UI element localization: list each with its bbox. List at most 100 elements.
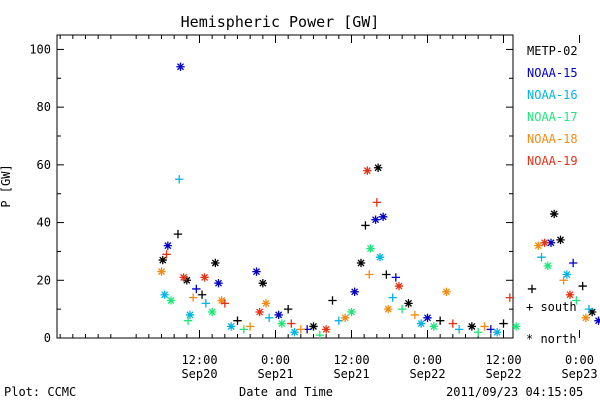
data-point-south	[527, 284, 537, 294]
data-point-north	[549, 209, 559, 219]
data-point-south	[220, 299, 230, 308]
data-point-north	[185, 310, 195, 320]
data-point-south	[287, 319, 296, 328]
x-axis: 12:00Sep200:00Sep2112:00Sep210:00Sep2212…	[59, 35, 598, 381]
data-point-north	[258, 278, 268, 288]
data-point-north	[534, 241, 543, 250]
data-point-south	[572, 296, 581, 305]
plot-timestamp: 2011/09/23 04:15:05	[446, 385, 583, 399]
y-tick-label: 100	[29, 42, 51, 56]
data-point-south	[410, 310, 420, 320]
data-point-south	[537, 253, 546, 262]
data-point-south	[173, 229, 183, 239]
data-point-north	[366, 244, 375, 253]
legend-entry: NOAA-15	[527, 66, 578, 80]
data-point-north	[207, 307, 217, 317]
data-point-south	[183, 316, 193, 325]
data-point-north	[375, 253, 385, 262]
data-point-north	[594, 316, 600, 325]
data-point-north	[543, 261, 553, 271]
data-point-south	[372, 198, 382, 207]
data-point-north	[321, 325, 331, 334]
x-tick-time-label: 12:00	[485, 353, 521, 367]
data-point-south	[245, 322, 255, 331]
y-tick-label: 80	[37, 100, 51, 114]
data-point-south	[499, 319, 508, 328]
data-point-south	[365, 270, 374, 279]
series-legend: METP-02 NOAA-15 NOAA-16 NOAA-17 NOAA-18 NOAA-…	[527, 44, 578, 168]
plot-credit: Plot: CCMC	[4, 385, 76, 399]
x-tick-date-label: Sep22	[485, 367, 521, 381]
data-point-north	[252, 267, 261, 276]
data-point-south	[505, 293, 515, 302]
data-point-south	[201, 299, 211, 308]
data-point-south	[175, 175, 184, 184]
data-point-north	[442, 287, 451, 297]
data-points	[157, 62, 600, 340]
data-point-north	[200, 273, 209, 282]
x-tick-time-label: 0:00	[413, 353, 442, 367]
data-point-north	[429, 322, 439, 331]
data-point-north	[182, 276, 192, 285]
x-tick-time-label: 0:00	[261, 353, 290, 367]
data-point-south	[162, 250, 171, 259]
data-point-south	[391, 273, 401, 282]
x-axis-label: Date and Time	[239, 385, 333, 399]
y-axis: 0 20 40 60 80 100	[29, 42, 513, 345]
marker-legend-south: + south	[526, 300, 577, 314]
data-point-north	[378, 212, 388, 221]
x-tick-time-label: 0:00	[565, 353, 594, 367]
data-point-north	[356, 258, 366, 268]
data-point-north	[371, 215, 380, 224]
legend-entry: NOAA-19	[527, 154, 578, 168]
data-point-north	[211, 258, 220, 268]
y-tick-label: 60	[37, 158, 51, 172]
data-point-north	[255, 307, 264, 317]
data-point-south	[197, 290, 207, 299]
data-point-north	[581, 313, 591, 322]
data-point-south	[361, 221, 370, 230]
data-point-north	[176, 62, 185, 71]
legend-entry: NOAA-18	[527, 132, 578, 146]
plot-frame	[56, 34, 514, 339]
data-point-north	[160, 290, 169, 299]
data-point-north	[562, 270, 572, 279]
data-point-south	[454, 325, 464, 334]
data-point-north	[214, 278, 223, 288]
y-tick-label: 0	[44, 331, 51, 345]
x-tick-time-label: 12:00	[181, 353, 217, 367]
data-point-north	[511, 322, 521, 331]
legend-entry: NOAA-16	[527, 88, 578, 102]
x-tick-date-label: Sep21	[333, 367, 369, 381]
data-point-south	[480, 322, 489, 331]
data-point-north	[157, 267, 166, 276]
legend-entry: METP-02	[527, 44, 578, 58]
data-point-north	[166, 296, 176, 305]
marker-legend-north: * north	[526, 332, 577, 346]
data-point-south	[486, 325, 496, 334]
data-point-north	[309, 322, 318, 331]
data-point-south	[188, 293, 198, 302]
data-point-north	[277, 319, 287, 328]
data-point-north	[261, 299, 271, 308]
data-point-south	[578, 281, 587, 291]
data-point-south	[283, 304, 293, 314]
data-point-north	[416, 319, 426, 328]
data-point-south	[192, 284, 201, 294]
data-point-north	[350, 287, 359, 297]
x-tick-date-label: Sep21	[257, 367, 293, 381]
data-point-north	[467, 322, 477, 331]
data-point-north	[274, 310, 283, 320]
data-point-north	[290, 328, 299, 337]
data-point-north	[394, 281, 404, 291]
data-point-south	[568, 258, 578, 268]
data-point-north	[492, 328, 502, 337]
x-tick-date-label: Sep20	[181, 367, 217, 381]
y-tick-label: 20	[37, 273, 51, 287]
x-tick-time-label: 12:00	[333, 353, 369, 367]
data-point-north	[226, 322, 236, 331]
x-tick-date-label: Sep22	[409, 367, 445, 381]
data-point-south	[334, 316, 344, 325]
data-point-north	[340, 313, 350, 322]
